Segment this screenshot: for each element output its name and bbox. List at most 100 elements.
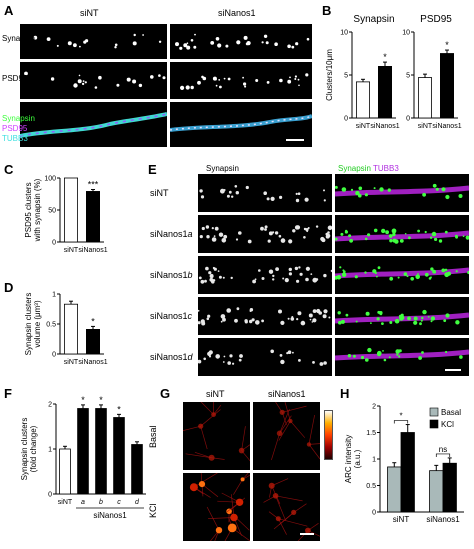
bar (131, 444, 143, 495)
punctum (194, 33, 196, 36)
punctum (266, 81, 270, 84)
punctum (427, 316, 430, 318)
punctum (419, 322, 422, 326)
panel-e-header-merge-0: Synapsin (338, 164, 371, 173)
punctum (280, 238, 286, 243)
punctum (201, 75, 204, 79)
punctum (230, 276, 233, 280)
y-axis-label: volume (μm³) (33, 300, 42, 348)
micrograph-e-synapsin (198, 338, 332, 376)
bar (86, 191, 101, 243)
punctum (299, 272, 303, 276)
punctum (404, 233, 407, 235)
soma (198, 481, 206, 488)
neurite (201, 483, 219, 498)
punctum (341, 272, 347, 277)
scale-bar (445, 369, 461, 371)
legend-label: KCl (441, 420, 454, 429)
group-label: siNanos1 (93, 511, 127, 520)
punctum (430, 316, 436, 321)
punctum (220, 188, 225, 194)
punctum (221, 238, 227, 243)
punctum (266, 197, 270, 201)
punctum (373, 228, 378, 233)
punctum (114, 46, 117, 49)
punctum (306, 37, 310, 41)
punctum (158, 74, 161, 77)
panel-g-header-sinanos1: siNanos1 (268, 389, 306, 399)
punctum (252, 279, 256, 284)
merge-image (335, 347, 469, 362)
punctum (227, 77, 231, 81)
punctum (337, 311, 341, 315)
soma (198, 423, 204, 429)
punctum (209, 277, 214, 282)
punctum (78, 74, 81, 77)
punctum (319, 362, 324, 366)
punctum (340, 232, 344, 236)
punctum (282, 277, 285, 280)
neurite (308, 444, 320, 460)
punctum (315, 225, 319, 228)
punctum (214, 226, 219, 231)
punctum (377, 266, 381, 270)
punctum (389, 239, 393, 243)
punctum (215, 37, 220, 41)
punctum (217, 43, 222, 48)
punctum (455, 320, 460, 325)
punctum (364, 271, 367, 274)
punctum (394, 318, 400, 324)
panel-e-row-label: siNanos1b (150, 270, 193, 280)
punctum (261, 277, 265, 280)
punctum (294, 266, 299, 271)
y-tick-label: 1.5 (366, 430, 376, 437)
punctum (211, 227, 214, 230)
punctum (211, 237, 217, 242)
y-tick-label: 1 (52, 292, 56, 299)
punctum (294, 78, 297, 80)
panel-g-label: G (160, 386, 171, 401)
x-tick-label: siNT (64, 359, 79, 366)
punctum (318, 311, 322, 315)
punctum (303, 227, 307, 231)
y-axis-label: with synapsin (%) (33, 178, 42, 242)
panel-e-row-label: siNanos1d (150, 352, 193, 362)
y-axis-label: PSD95 clusters (24, 182, 33, 237)
neurite (275, 495, 303, 502)
punctum (263, 191, 267, 195)
punctum (217, 270, 220, 272)
synapsin-puncta (199, 225, 332, 244)
panel-b-label: B (322, 3, 332, 18)
punctum (444, 230, 448, 234)
punctum (236, 40, 241, 45)
panel-a-merge-label-0: Synapsin (2, 114, 35, 123)
neurite (279, 408, 290, 434)
punctum (320, 236, 325, 242)
punctum (210, 41, 215, 45)
panel-e-header-merge: Synapsin TUBB3 (338, 164, 399, 173)
punctum (199, 189, 203, 193)
synapsin-puncta (198, 349, 327, 366)
punctum (212, 266, 215, 270)
neurite (233, 479, 243, 495)
punctum (338, 320, 342, 325)
punctum (246, 41, 251, 46)
punctum (330, 269, 332, 273)
neurite (200, 426, 208, 450)
chart-title: PSD95 (420, 14, 452, 25)
punctum (430, 320, 433, 323)
soma (208, 454, 215, 461)
punctum (267, 239, 271, 243)
punctum (219, 85, 222, 89)
merge-image (335, 309, 469, 326)
panel-g-header-sint: siNT (206, 389, 225, 399)
neurite (308, 415, 315, 445)
neurite (282, 405, 307, 413)
punctum (398, 355, 401, 358)
x-tick-label: siNanos1 (78, 247, 107, 254)
punctum (381, 322, 384, 325)
punctum (249, 308, 254, 312)
punctum (208, 271, 212, 275)
neurite (275, 495, 286, 521)
punctum (354, 275, 358, 279)
